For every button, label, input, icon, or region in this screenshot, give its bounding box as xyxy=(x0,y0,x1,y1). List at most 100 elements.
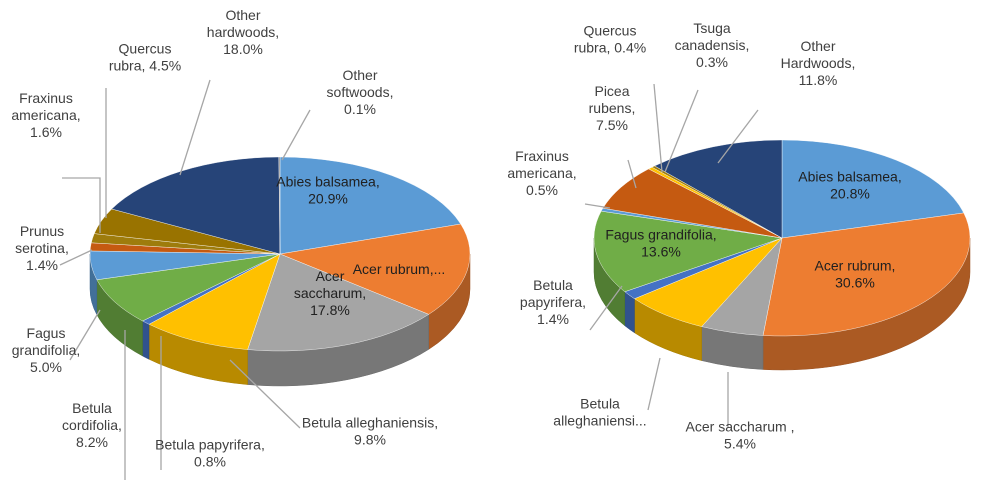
data-label-line: 1.6% xyxy=(30,124,62,140)
data-label-line: Other xyxy=(342,67,377,83)
data-label-line: Other xyxy=(800,38,835,54)
data-label: Betula alleghaniensis, 9.8% xyxy=(302,415,438,448)
data-label: Abies balsamea, 20.8% xyxy=(798,169,902,202)
data-label-line: Hardwoods, xyxy=(781,55,856,71)
data-label: Fraxinus americana, 1.6% xyxy=(11,90,80,140)
pie-slice-fagus-grandifolia xyxy=(593,210,783,292)
data-label-line: 9.8% xyxy=(354,432,386,448)
leader-line xyxy=(647,357,661,411)
data-label-line: 18.0% xyxy=(223,41,263,57)
leader-line xyxy=(584,203,611,209)
pie-slices xyxy=(89,156,471,352)
data-label-line: 1.4% xyxy=(26,257,58,273)
leader-line xyxy=(664,89,699,173)
pie-slice-abies-balsamea xyxy=(781,139,965,239)
data-label-line: 5.4% xyxy=(724,436,756,452)
data-label: Betula papyrifera, 0.8% xyxy=(155,437,265,470)
data-label: Quercus rubra, 0.4% xyxy=(574,23,646,56)
pie-slice-betula-cordifolia xyxy=(96,253,281,322)
data-label-line: Abies balsamea, xyxy=(276,174,380,190)
data-label-line: canadensis, xyxy=(675,37,750,53)
data-label-line: 11.8% xyxy=(799,72,838,88)
data-label-line: 30.6% xyxy=(835,275,875,291)
data-label-line: 5.0% xyxy=(30,359,62,375)
data-label-line: 20.8% xyxy=(830,186,870,202)
data-label-line: Fagus xyxy=(27,325,66,341)
leader-line xyxy=(229,359,301,429)
data-label: Fagus grandifolia, 5.0% xyxy=(12,325,81,375)
data-label-line: alleghaniensi... xyxy=(553,413,646,429)
data-label: Betula papyrifera, 1.4% xyxy=(520,277,586,327)
data-label-line: Acer saccharum , xyxy=(686,419,795,435)
data-label: Quercus rubra, 4.5% xyxy=(109,41,181,74)
data-label-line: Acer rubrum,... xyxy=(353,261,446,277)
data-label-line: Picea xyxy=(594,83,629,99)
data-label-line: 0.8% xyxy=(194,454,226,470)
pie-slice-acer-rubrum xyxy=(762,212,971,337)
leader-line xyxy=(589,285,623,331)
data-label-line: 0.5% xyxy=(526,182,558,198)
pie-slice-acer-saccharum xyxy=(247,253,430,352)
data-label-line: 13.6% xyxy=(641,244,681,260)
pie-slice-abies-balsamea xyxy=(279,156,462,255)
data-label-line: grandifolia, xyxy=(12,342,81,358)
pie-side-walls xyxy=(593,237,971,371)
data-label: Acer saccharum , 5.4% xyxy=(686,419,795,452)
data-label-line: Prunus xyxy=(20,223,64,239)
pie-labels: Abies balsamea, 20.9%Acer rubrum,...Acer s… xyxy=(11,7,445,480)
leader-line xyxy=(281,109,311,161)
data-label-line: cordifolia, xyxy=(62,417,122,433)
data-label-line: Other xyxy=(225,7,260,23)
data-label-line: Fraxinus xyxy=(515,148,569,164)
leader-line xyxy=(179,79,211,176)
data-label: Other softwoods, 0.1% xyxy=(327,67,394,117)
data-label-line: 17.8% xyxy=(310,302,350,318)
data-label-line: saccharum, xyxy=(294,285,366,301)
data-label-line: 8.2% xyxy=(76,434,108,450)
data-label-line: 0.1% xyxy=(344,101,376,117)
data-label: Fraxinus americana, 0.5% xyxy=(507,148,576,198)
data-label: Tsuga canadensis, 0.3% xyxy=(675,20,750,70)
leader-line xyxy=(653,83,663,173)
data-label-line: Quercus xyxy=(584,23,637,39)
data-label-line: softwoods, xyxy=(327,84,394,100)
data-label-line: hardwoods, xyxy=(207,24,279,40)
data-label: Abies balsamea, 20.9% xyxy=(276,174,380,207)
data-label: Betula cordifolia, 8.2% xyxy=(62,400,122,450)
pie-slice-betula-alleghaniensis xyxy=(148,253,281,350)
data-label-line: Betula xyxy=(533,277,573,293)
data-label-line: rubra, 4.5% xyxy=(109,58,181,74)
data-label: Other hardwoods, 18.0% xyxy=(207,7,279,57)
data-label: Prunus serotina, 1.4% xyxy=(15,223,69,273)
data-label-line: Abies balsamea, xyxy=(798,169,902,185)
data-label-line: Betula xyxy=(580,396,620,412)
data-label-line: 7.5% xyxy=(596,117,628,133)
data-label: Acer rubrum,... xyxy=(353,261,446,277)
data-label-line: 0.3% xyxy=(696,54,728,70)
pie-slice-acer-rubrum xyxy=(279,223,471,315)
data-label-line: Quercus xyxy=(119,41,172,57)
data-label-line: 20.9% xyxy=(308,191,348,207)
leader-line xyxy=(59,249,93,266)
data-label-line: Fagus grandifolia, xyxy=(605,227,716,243)
data-label-line: 1.4% xyxy=(537,311,569,327)
data-label: Other Hardwoods, 11.8% xyxy=(781,38,856,88)
data-label-line: serotina, xyxy=(15,240,69,256)
data-label-line: rubens, xyxy=(589,100,636,116)
data-label-line: Acer xyxy=(316,268,345,284)
pie-side-walls xyxy=(89,253,471,387)
data-label-line: Betula papyrifera, xyxy=(155,437,265,453)
data-label: Betula alleghaniensi... xyxy=(553,396,646,429)
leader-line xyxy=(627,159,637,189)
pie-slices xyxy=(593,139,971,337)
data-label-line: rubra, 0.4% xyxy=(574,40,646,56)
data-label-line: americana, xyxy=(11,107,80,123)
leader-line xyxy=(717,109,759,164)
data-label: Acer saccharum, 17.8% xyxy=(294,268,366,318)
pie-slice-other-softwoods xyxy=(278,156,281,255)
data-label-line: Fraxinus xyxy=(19,90,73,106)
pie-labels: Abies balsamea, 20.8%Acer rubrum, 30.6%Ace… xyxy=(507,20,901,452)
